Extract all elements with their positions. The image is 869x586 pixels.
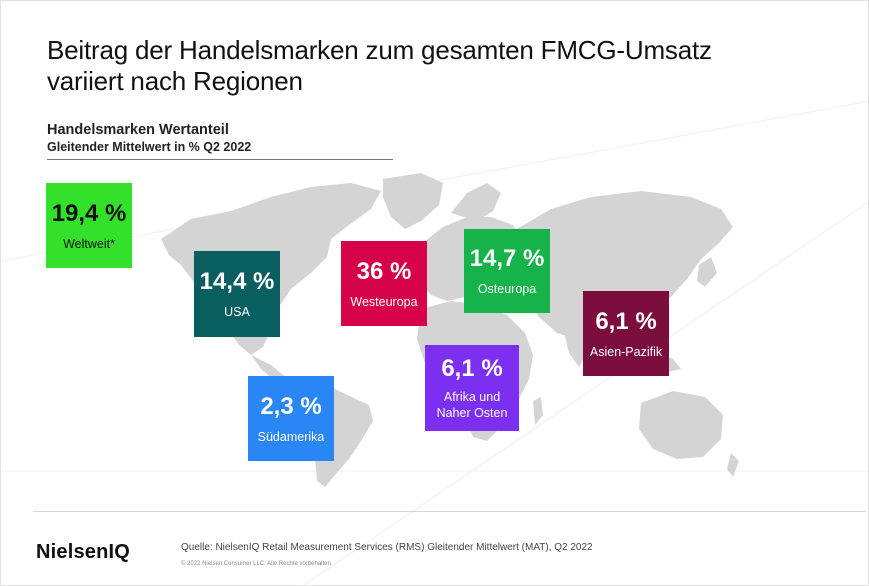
region-value: 6,1 % — [441, 355, 503, 382]
region-value: 2,3 % — [260, 392, 322, 420]
australia-shape — [639, 391, 723, 459]
region-value: 36 % — [356, 257, 412, 285]
region-value: 14,4 % — [199, 268, 275, 295]
subtitle-metric: Handelsmarken Wertanteil — [47, 122, 229, 138]
region-value: 19,4 % — [51, 199, 127, 227]
region-value: 14,7 % — [469, 245, 545, 272]
nielseniq-logo: NielsenIQ — [36, 541, 131, 563]
region-label: Afrika und Naher Osten — [437, 389, 508, 421]
region-tile-weltweit: 19,4 % Weltweit* — [46, 183, 132, 268]
greenland-shape — [383, 173, 443, 229]
madagascar-shape — [533, 397, 543, 425]
region-tile-afrika-naher-osten: 6,1 % Afrika und Naher Osten — [425, 345, 519, 431]
copyright-note: © 2022 Nielsen Consumer LLC. Alle Rechte… — [181, 561, 333, 567]
japan-shape — [697, 257, 717, 287]
region-tile-asien-pazifik: 6,1 % Asien-Pazifik — [583, 291, 669, 376]
subtitle-divider — [47, 159, 393, 160]
region-label: Osteuropa — [477, 282, 537, 296]
region-label: USA — [224, 305, 250, 319]
region-tile-usa: 14,4 % USA — [194, 251, 280, 337]
region-label: Westeuropa — [350, 294, 418, 309]
asia-shape — [517, 191, 733, 339]
region-tile-westeuropa: 36 % Westeuropa — [341, 241, 427, 326]
title-line-2: variiert nach Regionen — [47, 66, 303, 96]
subtitle-period: Gleitender Mittelwert in % Q2 2022 — [47, 140, 252, 154]
region-label: Weltweit* — [63, 236, 115, 251]
footer-divider — [33, 511, 866, 512]
region-tile-osteuropa: 14,7 % Osteuropa — [464, 229, 550, 313]
region-tile-suedamerika: 2,3 % Südamerika — [248, 376, 334, 461]
source-note: Quelle: NielsenIQ Retail Measurement Ser… — [181, 542, 593, 553]
region-label: Asien-Pazifik — [589, 344, 663, 359]
chart-subtitle: Handelsmarken Wertanteil Gleitender Mitt… — [47, 122, 251, 154]
new-zealand-shape — [727, 453, 739, 477]
region-value: 6,1 % — [595, 307, 657, 335]
region-label-line-1: Afrika und — [443, 390, 501, 404]
region-label: Südamerika — [257, 429, 325, 444]
region-label-line-2: Naher Osten — [436, 406, 508, 420]
page-title: Beitrag der Handelsmarken zum gesamten F… — [47, 35, 847, 97]
title-line-1: Beitrag der Handelsmarken zum gesamten F… — [47, 35, 712, 65]
scandinavia-shape — [451, 183, 501, 221]
